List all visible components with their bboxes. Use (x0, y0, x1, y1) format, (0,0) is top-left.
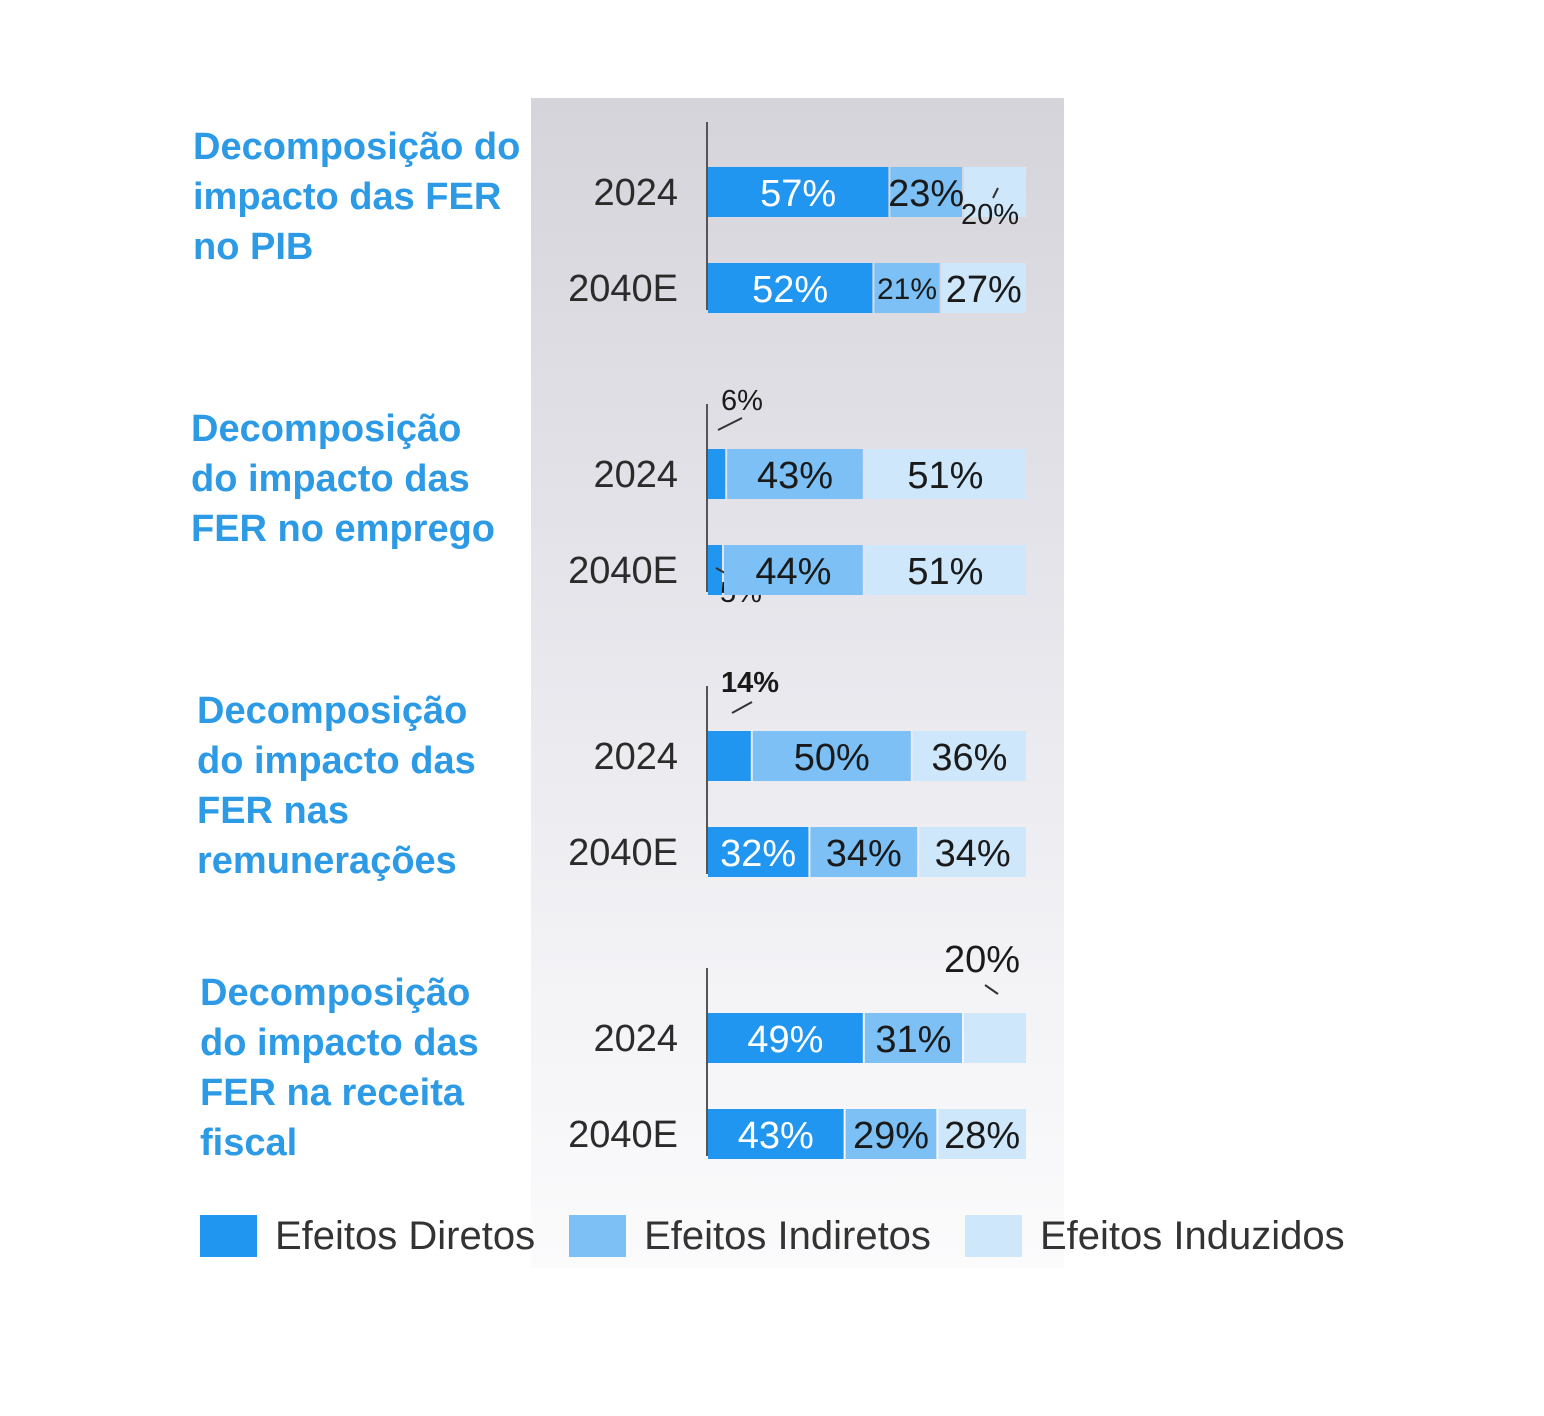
bar-indiretos-1-1 (724, 545, 863, 595)
legend-swatch-diretos (200, 1215, 257, 1257)
bar-diretos-0-0 (708, 167, 889, 217)
data-label-2-1-2: 34% (935, 833, 1011, 875)
data-label-1-1-1: 44% (755, 551, 831, 593)
data-label-1-0-1: 43% (757, 455, 833, 497)
bar-diretos-0-1 (708, 263, 873, 313)
bar-indiretos-3-1 (845, 1109, 937, 1159)
data-label-1-0-0: 6% (721, 385, 763, 417)
legend: Efeitos Diretos Efeitos Indiretos Efeito… (200, 1208, 1379, 1264)
row-label-3-0: 2024 (593, 1018, 678, 1060)
data-label-3-0-1: 31% (875, 1019, 951, 1061)
data-label-0-0-0: 57% (760, 173, 836, 215)
data-label-0-0-2: 20% (961, 199, 1019, 231)
group-title-emprego: Decomposição do impacto das FER no empre… (191, 408, 496, 550)
data-label-0-1-1: 21% (877, 273, 937, 306)
bar-diretos-3-1 (708, 1109, 844, 1159)
data-label-2-1-1: 34% (826, 833, 902, 875)
leader-line-1-0-0 (717, 417, 743, 431)
bar-indiretos-2-1 (810, 827, 918, 877)
data-label-1-0-2: 51% (907, 455, 983, 497)
data-label-0-1-0: 52% (752, 269, 828, 311)
data-label-2-0-0: 14% (721, 667, 779, 699)
data-label-3-0-0: 49% (747, 1019, 823, 1061)
bar-indiretos-2-0 (752, 731, 911, 781)
data-label-2-1-0: 32% (720, 833, 796, 875)
bar-diretos-2-1 (708, 827, 809, 877)
group-title-pib: Decomposição do impacto das FER no PIB (193, 126, 521, 268)
legend-item-induzidos: Efeitos Induzidos (964, 1213, 1345, 1259)
data-label-3-1-0: 43% (738, 1115, 814, 1157)
data-label-0-0-1: 23% (888, 173, 964, 215)
bar-indiretos-0-0 (890, 167, 962, 217)
leader-line-2-0-0 (731, 701, 753, 714)
legend-label-induzidos: Efeitos Induzidos (1039, 1213, 1345, 1258)
row-label-0-0: 2024 (593, 172, 678, 214)
bar-induzidos-1-1 (864, 545, 1026, 595)
legend-label-diretos: Efeitos Diretos (275, 1213, 536, 1258)
bar-diretos-2-0 (708, 731, 751, 781)
bar-indiretos-0-1 (874, 263, 940, 313)
bar-induzidos-2-0 (912, 731, 1026, 781)
row-label-1-0: 2024 (593, 454, 678, 496)
legend-swatch-induzidos (964, 1215, 1022, 1257)
data-label-2-0-1: 50% (794, 737, 870, 779)
bar-diretos-1-1 (708, 545, 722, 595)
data-label-3-1-2: 28% (944, 1115, 1020, 1157)
bar-induzidos-2-1 (919, 827, 1026, 877)
legend-swatch-indiretos (569, 1215, 627, 1257)
bar-induzidos-0-1 (941, 263, 1026, 313)
data-label-3-0-2: 20% (944, 939, 1020, 981)
row-label-3-1: 2040E (568, 1114, 678, 1156)
group-title-receita-fiscal: Decomposição do impacto das FER na recei… (200, 972, 479, 1164)
bar-indiretos-1-0 (727, 449, 863, 499)
data-label-3-1-1: 29% (853, 1115, 929, 1157)
leader-line-3-0-2 (984, 984, 999, 995)
row-label-2-1: 2040E (568, 832, 678, 874)
bar-diretos-3-0 (708, 1013, 863, 1063)
data-label-0-1-2: 27% (946, 269, 1022, 311)
legend-label-indiretos: Efeitos Indiretos (644, 1213, 931, 1258)
legend-item-indiretos: Efeitos Indiretos (569, 1214, 931, 1259)
data-label-2-0-2: 36% (931, 737, 1007, 779)
bar-diretos-1-0 (708, 449, 726, 499)
bar-induzidos-3-0 (964, 1013, 1026, 1063)
group-title-remuneracoes: Decomposição do impacto das FER nas remu… (197, 690, 476, 882)
legend-item-diretos: Efeitos Diretos (200, 1214, 535, 1259)
data-label-1-1-2: 51% (907, 551, 983, 593)
bar-induzidos-3-1 (938, 1109, 1026, 1159)
leader-line-0-0-2 (992, 187, 999, 199)
bar-induzidos-1-0 (864, 449, 1026, 499)
row-label-2-0: 2024 (593, 736, 678, 778)
bar-indiretos-3-0 (864, 1013, 962, 1063)
row-label-0-1: 2040E (568, 268, 678, 310)
row-label-1-1: 2040E (568, 550, 678, 592)
